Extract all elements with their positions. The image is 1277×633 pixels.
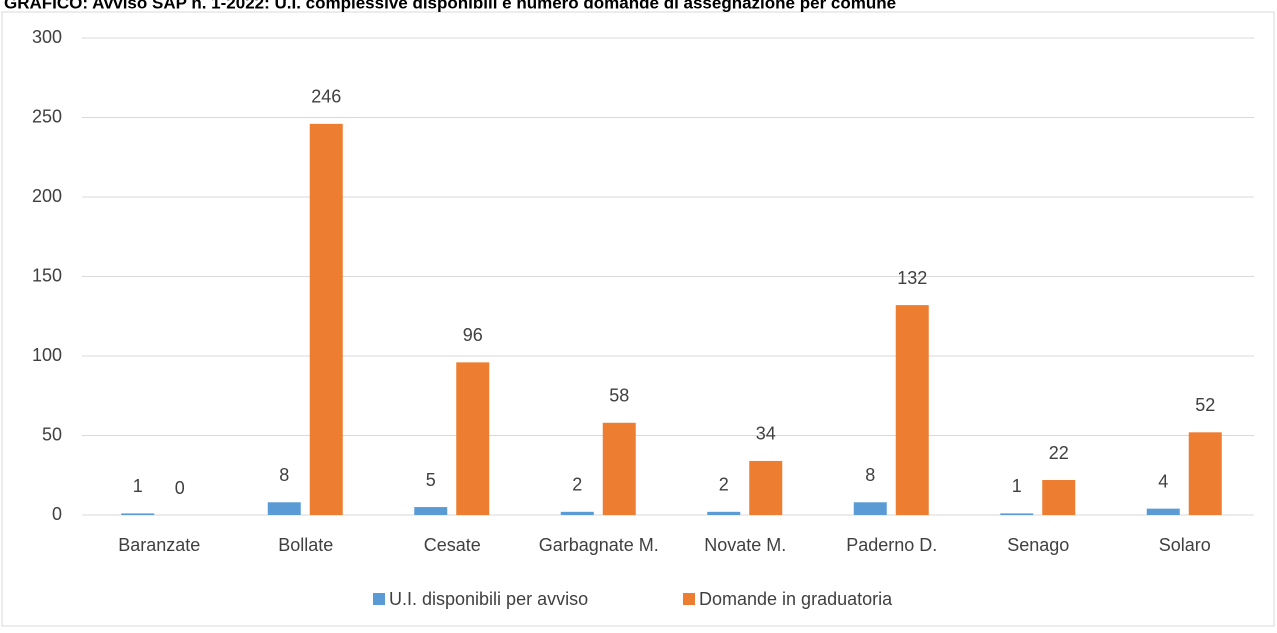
x-tick-label: Garbagnate M.	[539, 535, 659, 555]
x-tick-label: Senago	[1007, 535, 1069, 555]
y-tick-label: 200	[32, 186, 62, 206]
bar	[309, 123, 343, 516]
chart-border	[1, 11, 1275, 627]
chart-title: GRAFICO: Avviso SAP n. 1-2022: U.I. comp…	[4, 0, 896, 12]
value-label: 4	[1158, 471, 1168, 491]
x-tick-label: Cesate	[424, 535, 481, 555]
value-label: 8	[279, 465, 289, 485]
bar	[456, 362, 490, 515]
value-label: 52	[1195, 395, 1215, 415]
bar	[749, 460, 783, 515]
legend-swatch	[683, 593, 695, 605]
y-tick-label: 0	[52, 504, 62, 524]
value-label: 5	[426, 470, 436, 490]
x-tick-label: Paderno D.	[846, 535, 937, 555]
x-tick-label: Solaro	[1159, 535, 1211, 555]
value-label: 8	[865, 465, 875, 485]
bar	[1042, 480, 1076, 515]
value-label: 34	[756, 424, 776, 444]
value-label: 2	[719, 475, 729, 495]
bar	[121, 513, 155, 515]
bar	[895, 305, 929, 515]
bar	[602, 422, 636, 515]
bar	[267, 502, 301, 515]
y-tick-label: 300	[32, 27, 62, 47]
value-label: 246	[311, 87, 341, 107]
bar	[414, 507, 448, 515]
x-tick-label: Baranzate	[118, 535, 200, 555]
value-label: 1	[133, 476, 143, 496]
y-tick-label: 100	[32, 345, 62, 365]
value-label: 1	[1012, 476, 1022, 496]
x-tick-label: Novate M.	[704, 535, 786, 555]
y-tick-label: 50	[42, 424, 62, 444]
value-label: 132	[897, 268, 927, 288]
legend-label: U.I. disponibili per avviso	[389, 589, 588, 609]
bar	[1188, 432, 1222, 515]
legend-label: Domande in graduatoria	[699, 589, 893, 609]
value-label: 58	[609, 386, 629, 406]
bar	[1146, 508, 1180, 515]
bar	[707, 511, 741, 515]
y-tick-label: 150	[32, 265, 62, 285]
legend-swatch	[373, 593, 385, 605]
bar	[1000, 513, 1034, 515]
bar	[853, 502, 887, 515]
y-tick-label: 250	[32, 106, 62, 126]
x-tick-label: Bollate	[278, 535, 333, 555]
bar	[560, 511, 594, 515]
value-label: 96	[463, 325, 483, 345]
value-label: 22	[1049, 443, 1069, 463]
value-label: 0	[175, 478, 185, 498]
value-label: 2	[572, 475, 582, 495]
